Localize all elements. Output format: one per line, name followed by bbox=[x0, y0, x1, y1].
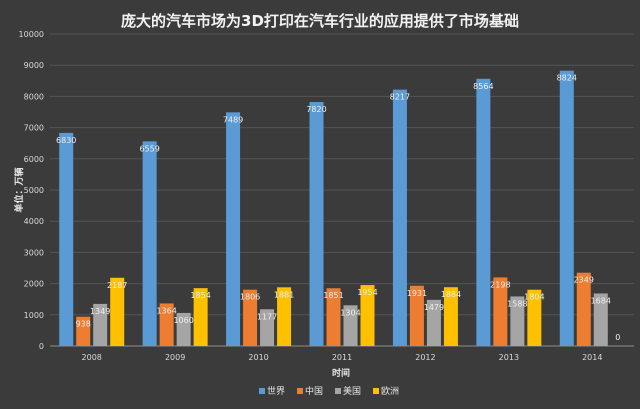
bar bbox=[426, 299, 441, 346]
y-tick-label: 0 bbox=[39, 342, 44, 351]
data-label: 1884 bbox=[441, 290, 461, 299]
y-tick-label: 6000 bbox=[24, 155, 44, 164]
data-label: 2349 bbox=[574, 276, 594, 285]
data-label: 938 bbox=[76, 320, 91, 329]
legend: 世界 中国 美国 欧洲 bbox=[259, 385, 399, 397]
data-label: 1364 bbox=[156, 306, 176, 315]
legend-label: 欧洲 bbox=[381, 385, 399, 397]
legend-swatch bbox=[373, 388, 379, 394]
data-label: 1806 bbox=[240, 293, 260, 302]
bar bbox=[159, 303, 174, 346]
y-axis-title: 单位：万辆 bbox=[13, 167, 25, 212]
data-label: 7489 bbox=[223, 115, 243, 124]
x-tick-label: 2008 bbox=[82, 353, 102, 362]
data-label: 8564 bbox=[473, 82, 493, 91]
y-tick-label: 1000 bbox=[24, 311, 44, 320]
x-axis-ticks: 2008 2009 2010 2011 2012 2013 2014 bbox=[82, 353, 603, 362]
data-label: 0 bbox=[615, 333, 620, 342]
data-label: 1804 bbox=[524, 293, 544, 302]
bar bbox=[476, 78, 491, 347]
bar bbox=[243, 289, 258, 346]
bar bbox=[110, 277, 125, 346]
data-label: 1588 bbox=[507, 299, 527, 308]
x-tick-label: 2014 bbox=[582, 353, 602, 362]
bar bbox=[576, 272, 591, 346]
bar bbox=[93, 303, 108, 346]
bar bbox=[443, 287, 458, 346]
bar bbox=[510, 296, 525, 346]
x-tick-label: 2013 bbox=[499, 353, 519, 362]
bar bbox=[559, 70, 574, 347]
x-tick-label: 2011 bbox=[332, 353, 352, 362]
y-tick-label: 7000 bbox=[24, 124, 44, 133]
bar bbox=[493, 277, 508, 346]
bar bbox=[593, 293, 608, 346]
bar bbox=[277, 287, 292, 346]
bar bbox=[360, 285, 375, 346]
data-label: 1177 bbox=[257, 312, 277, 321]
y-tick-label: 8000 bbox=[24, 92, 44, 101]
bar bbox=[326, 288, 341, 346]
data-label: 1060 bbox=[173, 316, 193, 325]
y-tick-label: 9000 bbox=[24, 61, 44, 70]
bar bbox=[59, 132, 74, 346]
data-label: 2198 bbox=[490, 280, 510, 289]
bar bbox=[409, 285, 424, 346]
chart-title: 庞大的汽车市场为3D打印在汽车行业的应用提供了市场基础 bbox=[121, 12, 519, 30]
data-label: 1479 bbox=[424, 303, 444, 312]
data-label: 7820 bbox=[306, 105, 326, 114]
data-label: 8824 bbox=[557, 74, 577, 83]
bar bbox=[309, 102, 324, 347]
legend-label: 中国 bbox=[305, 385, 323, 397]
data-label: 1851 bbox=[323, 291, 343, 300]
data-label: 1931 bbox=[407, 289, 427, 298]
x-tick-label: 2009 bbox=[165, 353, 185, 362]
bar bbox=[343, 305, 358, 346]
data-label: 1349 bbox=[90, 307, 110, 316]
y-tick-label: 2000 bbox=[24, 280, 44, 289]
y-tick-label: 3000 bbox=[24, 248, 44, 257]
bars bbox=[59, 70, 608, 347]
bar bbox=[527, 289, 542, 346]
x-tick-label: 2010 bbox=[248, 353, 268, 362]
data-label: 6559 bbox=[139, 144, 159, 153]
bar bbox=[176, 312, 191, 346]
bar bbox=[142, 141, 157, 346]
y-tick-label: 10000 bbox=[19, 30, 44, 39]
y-tick-label: 4000 bbox=[24, 217, 44, 226]
data-label: 1684 bbox=[591, 296, 611, 305]
legend-swatch bbox=[259, 388, 265, 394]
y-tick-label: 5000 bbox=[24, 186, 44, 195]
y-axis-ticks: 0 1000 2000 3000 4000 5000 6000 7000 8000 9000 100… bbox=[19, 30, 44, 351]
legend-swatch bbox=[297, 388, 303, 394]
data-label: 6830 bbox=[56, 136, 76, 145]
data-label: 8217 bbox=[390, 93, 410, 102]
legend-label: 世界 bbox=[267, 385, 285, 397]
legend-label: 美国 bbox=[343, 385, 361, 397]
bar bbox=[76, 316, 91, 346]
x-axis-title: 时间 bbox=[332, 367, 350, 379]
data-label: 1881 bbox=[274, 290, 294, 299]
data-label: 1304 bbox=[340, 308, 360, 317]
bar bbox=[226, 112, 241, 346]
legend-swatch bbox=[335, 388, 341, 394]
x-tick-label: 2012 bbox=[415, 353, 435, 362]
bar bbox=[392, 89, 407, 346]
data-label: 2187 bbox=[107, 281, 127, 290]
data-label: 1954 bbox=[357, 288, 377, 297]
data-label: 1854 bbox=[190, 291, 210, 300]
bar bbox=[193, 288, 208, 346]
bar bbox=[260, 309, 275, 346]
